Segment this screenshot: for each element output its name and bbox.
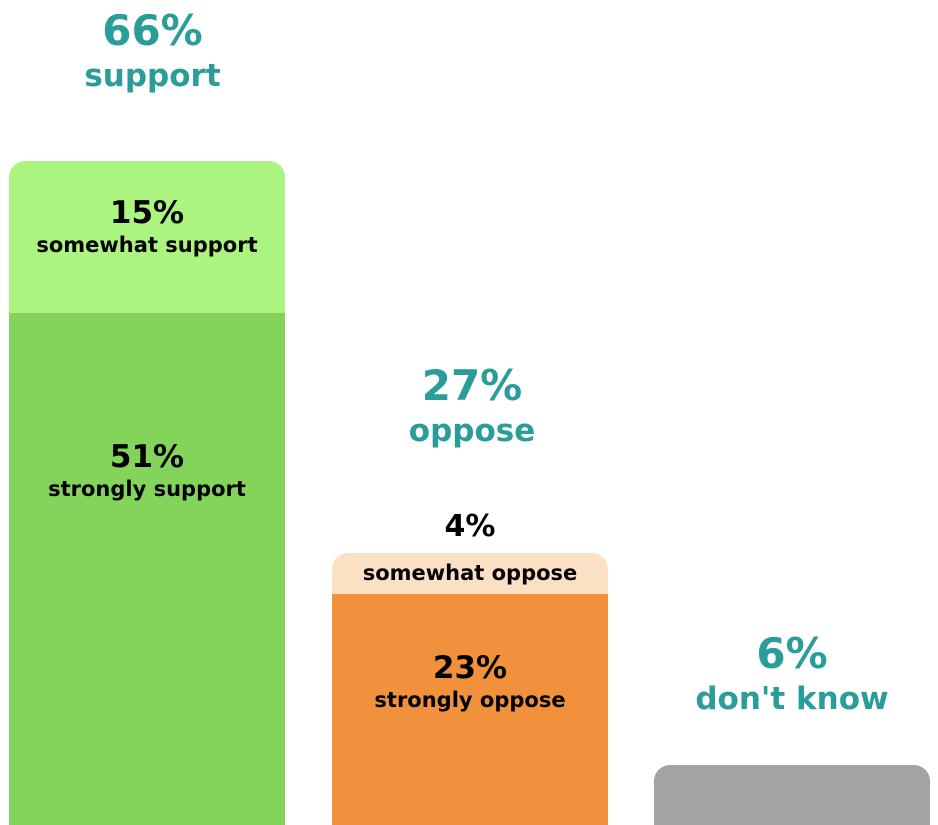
bar-oppose-somewhat-value-label: 4% — [332, 510, 608, 543]
bar-oppose-total-value: 27% — [421, 361, 523, 410]
bar-support-total-value: 66% — [102, 6, 203, 55]
bar-dont-know-total: 6% don't know — [654, 629, 930, 720]
bar-dont-know-total-label: don't know — [695, 681, 889, 718]
bar-oppose-somewhat-segment — [332, 553, 608, 594]
bar-support-somewhat-label: 15% somewhat support — [9, 195, 285, 259]
bar-oppose-strongly-label: 23% strongly oppose — [332, 650, 608, 714]
bar-oppose-total-label: oppose — [408, 413, 536, 450]
bar-support-strongly-label: 51% strongly support — [9, 439, 285, 503]
bar-support-somewhat-segment — [9, 161, 285, 313]
bar-oppose-total: 27% oppose — [335, 361, 609, 452]
bar-oppose-strongly-segment — [332, 594, 608, 825]
strongly-oppose-text: strongly oppose — [374, 687, 566, 712]
bar-dont-know-segment — [654, 765, 930, 825]
bar-support-total-label: support — [84, 58, 221, 95]
somewhat-oppose-text: somewhat oppose — [362, 561, 578, 585]
somewhat-oppose-value: 4% — [444, 509, 496, 544]
bar-support-total: 66% support — [20, 6, 285, 97]
bar-oppose-somewhat-label: somewhat oppose — [332, 560, 608, 587]
somewhat-support-text: somewhat support — [36, 232, 258, 257]
bar-support-strongly-segment — [9, 313, 285, 825]
strongly-oppose-value: 23% — [432, 650, 508, 686]
bar-dont-know-total-value: 6% — [756, 629, 828, 678]
somewhat-support-value: 15% — [109, 195, 185, 231]
strongly-support-text: strongly support — [48, 476, 246, 501]
strongly-support-value: 51% — [109, 439, 185, 475]
